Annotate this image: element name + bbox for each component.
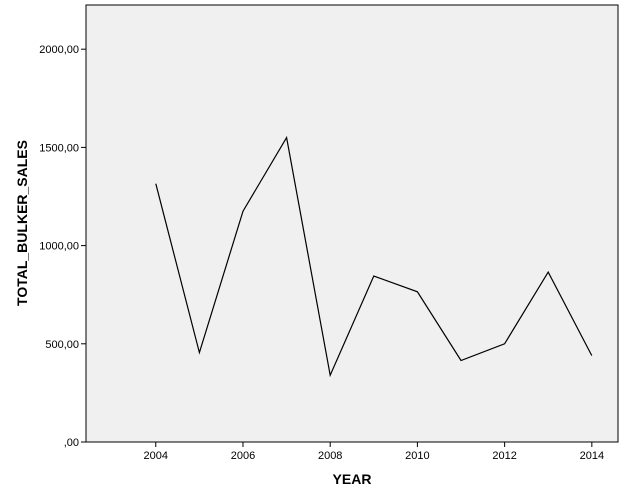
x-tick-label: 2010: [405, 450, 429, 462]
y-tick-label: 2000,00: [39, 44, 79, 56]
x-axis-ticks: 2004 2006 2008 2010 2012 2014: [144, 442, 604, 462]
y-axis-ticks: ,00 500,00 1000,00 1500,00 2000,00: [39, 44, 86, 449]
y-tick-label: 500,00: [45, 339, 79, 351]
x-tick-label: 2014: [580, 450, 604, 462]
x-tick-label: 2008: [318, 450, 342, 462]
y-tick-label: 1000,00: [39, 241, 79, 253]
series-line: [155, 135, 593, 378]
x-tick-label: 2004: [144, 450, 168, 462]
y-tick-label: ,00: [64, 437, 79, 449]
y-axis-title: TOTAL_BULKER_SALES: [14, 140, 30, 306]
x-tick-label: 2012: [492, 450, 516, 462]
x-axis-title: YEAR: [333, 471, 372, 487]
y-tick-label: 1500,00: [39, 142, 79, 154]
x-tick-label: 2006: [231, 450, 255, 462]
plot-area: [85, 4, 619, 443]
data-points: [155, 137, 592, 376]
